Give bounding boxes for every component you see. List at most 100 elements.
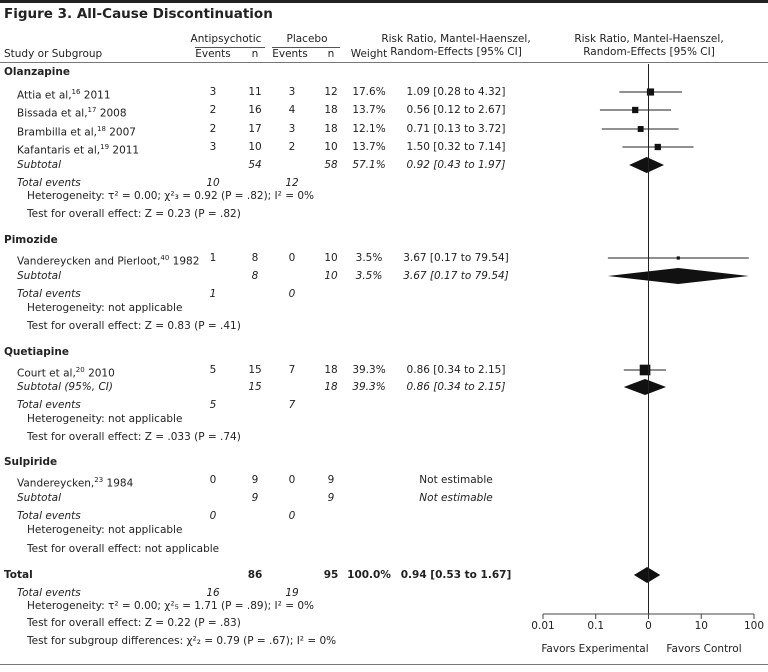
placebo-events: 0 (288, 510, 296, 522)
weight-header: Weight (350, 48, 388, 60)
point-estimate-square (639, 364, 651, 376)
ap-events-header: Events (195, 48, 231, 60)
study-name: Bissada et al, (17, 107, 88, 120)
antipsychotic-events: 5 (209, 364, 217, 376)
weight-value: 3.5% (355, 270, 383, 282)
placebo-events: 3 (288, 123, 296, 135)
risk-ratio-ci: 0.86 [0.34 to 2.15] (406, 381, 506, 393)
antipsychotic-events: 0 (209, 474, 217, 486)
placebo-events: 4 (288, 104, 296, 116)
antipsychotic-events: 2 (209, 104, 217, 116)
reference-number: 19 (100, 143, 110, 151)
risk-ratio-ci: 0.94 [0.53 to 1.67] (400, 569, 512, 581)
risk-ratio-ci: 1.09 [0.28 to 4.32] (406, 86, 506, 98)
favors-experimental-label: Favors Experimental (541, 643, 649, 655)
antipsychotic-events: 3 (209, 141, 217, 153)
favors-control-label: Favors Control (666, 643, 742, 655)
subtotal-label: Subtotal (17, 492, 61, 504)
note-label: Test for overall effect: Z = 0.83 (P = .… (27, 320, 241, 332)
antipsychotic-rule (195, 47, 265, 48)
antipsychotic-events: 5 (209, 399, 217, 411)
study-label: Vandereycken and Pierloot,40 1982 (17, 252, 199, 269)
note-label: Test for overall effect: not applicable (27, 543, 220, 555)
study-year: 2007 (109, 126, 136, 139)
study-year: 2011 (112, 144, 140, 157)
point-estimate-square (637, 126, 644, 132)
antipsychotic-events: 1 (209, 288, 217, 300)
subtotal-label: Subtotal (17, 270, 61, 282)
antipsychotic-n: 17 (248, 123, 262, 135)
plot-header-2: Random-Effects [95% CI] (583, 46, 715, 58)
antipsychotic-n: 16 (248, 104, 262, 116)
placebo-events: 7 (288, 399, 296, 411)
study-year: 1982 (172, 255, 200, 268)
weight-value: 57.1% (352, 159, 386, 171)
placebo-events: 19 (285, 587, 299, 599)
weight-value: 3.5% (355, 252, 383, 264)
events-label: Total events (17, 510, 81, 522)
bottom-rule (0, 664, 768, 665)
x-tick-label: 0.01 (531, 620, 555, 632)
study-label: Bissada et al,17 2008 (17, 104, 127, 121)
note-label: Heterogeneity: τ² = 0.00; χ²₅ = 1.71 (P … (27, 600, 314, 612)
ap-n-header: n (251, 48, 259, 60)
group-label: Olanzapine (4, 66, 70, 78)
placebo-n: 9 (327, 474, 335, 486)
antipsychotic-n: 9 (251, 492, 259, 504)
antipsychotic-n: 8 (251, 252, 259, 264)
events-label: Total events (17, 587, 81, 599)
antipsychotic-n: 15 (248, 364, 262, 376)
subtotal-label: Subtotal (95%, CI) (17, 381, 113, 393)
weight-value: 39.3% (352, 381, 386, 393)
note-label: Heterogeneity: not applicable (27, 413, 183, 425)
antipsychotic-events: 0 (209, 510, 217, 522)
placebo-n: 58 (324, 159, 338, 171)
events-label: Total events (17, 399, 81, 411)
antipsychotic-n: 10 (248, 141, 262, 153)
risk-ratio-ci: 1.50 [0.32 to 7.14] (406, 141, 506, 153)
risk-ratio-ci: 0.86 [0.34 to 2.15] (406, 364, 506, 376)
study-name: Brambilla et al, (17, 126, 97, 139)
study-name: Kafantaris et al, (17, 144, 101, 157)
antipsychotic-events: 16 (206, 587, 220, 599)
figure-title: Figure 3. All-Cause Discontinuation (4, 6, 273, 22)
note-label: Test for overall effect: Z = .033 (P = .… (27, 431, 241, 443)
antipsychotic-events: 10 (206, 177, 220, 189)
study-year: 1984 (106, 477, 134, 490)
note-label: Heterogeneity: not applicable (27, 524, 183, 536)
antipsychotic-n: 15 (248, 381, 262, 393)
study-label: Kafantaris et al,19 2011 (17, 141, 139, 158)
study-year: 2011 (83, 89, 111, 102)
study-year: 2010 (88, 367, 115, 380)
placebo-events: 12 (285, 177, 299, 189)
study-year: 2008 (99, 107, 127, 120)
x-tick-label: 0 (645, 620, 652, 632)
top-rule (0, 0, 768, 3)
placebo-n: 18 (324, 381, 338, 393)
study-name: Vandereycken and Pierloot, (17, 255, 161, 268)
study-name: Attia et al, (17, 89, 72, 102)
study-header: Study or Subgroup (4, 48, 103, 60)
study-name: Court et al, (17, 367, 76, 380)
antipsychotic-n: 54 (248, 159, 262, 171)
summary-diamond (633, 567, 661, 583)
risk-ratio-ci: 0.56 [0.12 to 2.67] (406, 104, 506, 116)
reference-number: 40 (160, 254, 170, 262)
weight-value: 100.0% (347, 569, 391, 581)
study-name: Vandereycken, (17, 477, 95, 490)
placebo-events: 3 (288, 86, 296, 98)
reference-number: 23 (94, 476, 104, 484)
note-label: Heterogeneity: τ² = 0.00; χ²₃ = 0.92 (P … (27, 190, 314, 202)
summary-diamond (623, 379, 667, 395)
header-rule (0, 62, 768, 63)
total-label: Total (4, 569, 33, 581)
placebo-events: 0 (288, 474, 296, 486)
antipsychotic-n: 9 (251, 474, 259, 486)
placebo-n: 9 (327, 492, 335, 504)
x-tick-label: 0.1 (587, 620, 605, 632)
weight-value: 13.7% (352, 141, 386, 153)
point-estimate-square (654, 143, 661, 151)
x-tick-label: 10 (694, 620, 708, 632)
